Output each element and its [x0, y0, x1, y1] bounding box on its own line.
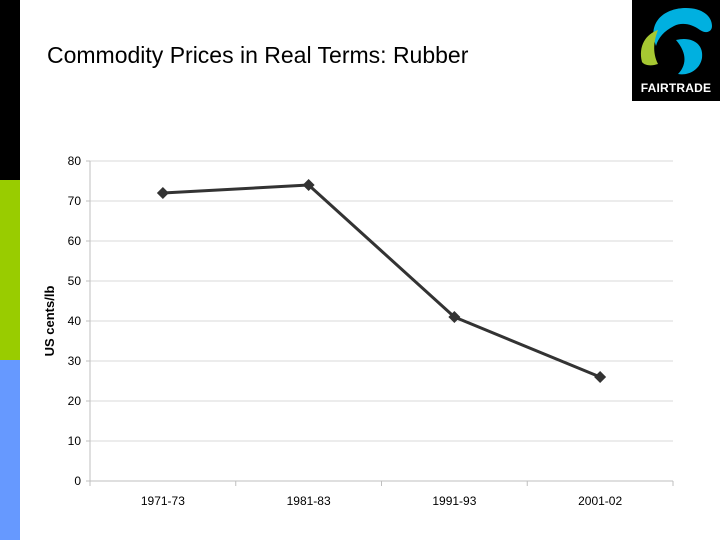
y-tick-label: 70 — [68, 194, 82, 208]
y-tick-label: 10 — [68, 434, 82, 448]
fairtrade-logo-text: FAIRTRADE — [640, 81, 712, 95]
y-tick-label: 30 — [68, 354, 82, 368]
data-point-2001-02 — [594, 371, 607, 383]
tick-labels: 0 10 20 30 40 50 60 70 80 1971-73 1981-83 1991-93 20… — [68, 154, 623, 508]
side-bar-blue — [0, 360, 20, 540]
side-bar-black — [0, 0, 20, 180]
y-tick-label: 80 — [68, 154, 82, 168]
data-point-1991-93 — [448, 311, 461, 323]
x-tick-label: 1971-73 — [141, 494, 185, 508]
y-tick-label: 40 — [68, 314, 82, 328]
series — [156, 179, 607, 383]
y-tick-label: 0 — [74, 474, 81, 488]
y-tick-label: 50 — [68, 274, 82, 288]
x-tick-label: 1981-83 — [287, 494, 331, 508]
data-point-1981-83 — [302, 179, 315, 191]
axes — [86, 160, 674, 486]
y-tick-label: 60 — [68, 234, 82, 248]
y-tick-label: 20 — [68, 394, 82, 408]
data-point-1971-73 — [156, 187, 169, 199]
y-axis-label: US cents/lb — [42, 286, 57, 357]
x-tick-label: 1991-93 — [432, 494, 476, 508]
x-tick-label: 2001-02 — [578, 494, 622, 508]
fairtrade-logo: FAIRTRADE — [632, 0, 720, 101]
grid-lines — [90, 160, 673, 442]
series-line — [162, 183, 601, 379]
fairtrade-mark-icon — [640, 8, 712, 75]
slide-title: Commodity Prices in Real Terms: Rubber — [47, 42, 469, 68]
side-bar-green — [0, 180, 20, 360]
